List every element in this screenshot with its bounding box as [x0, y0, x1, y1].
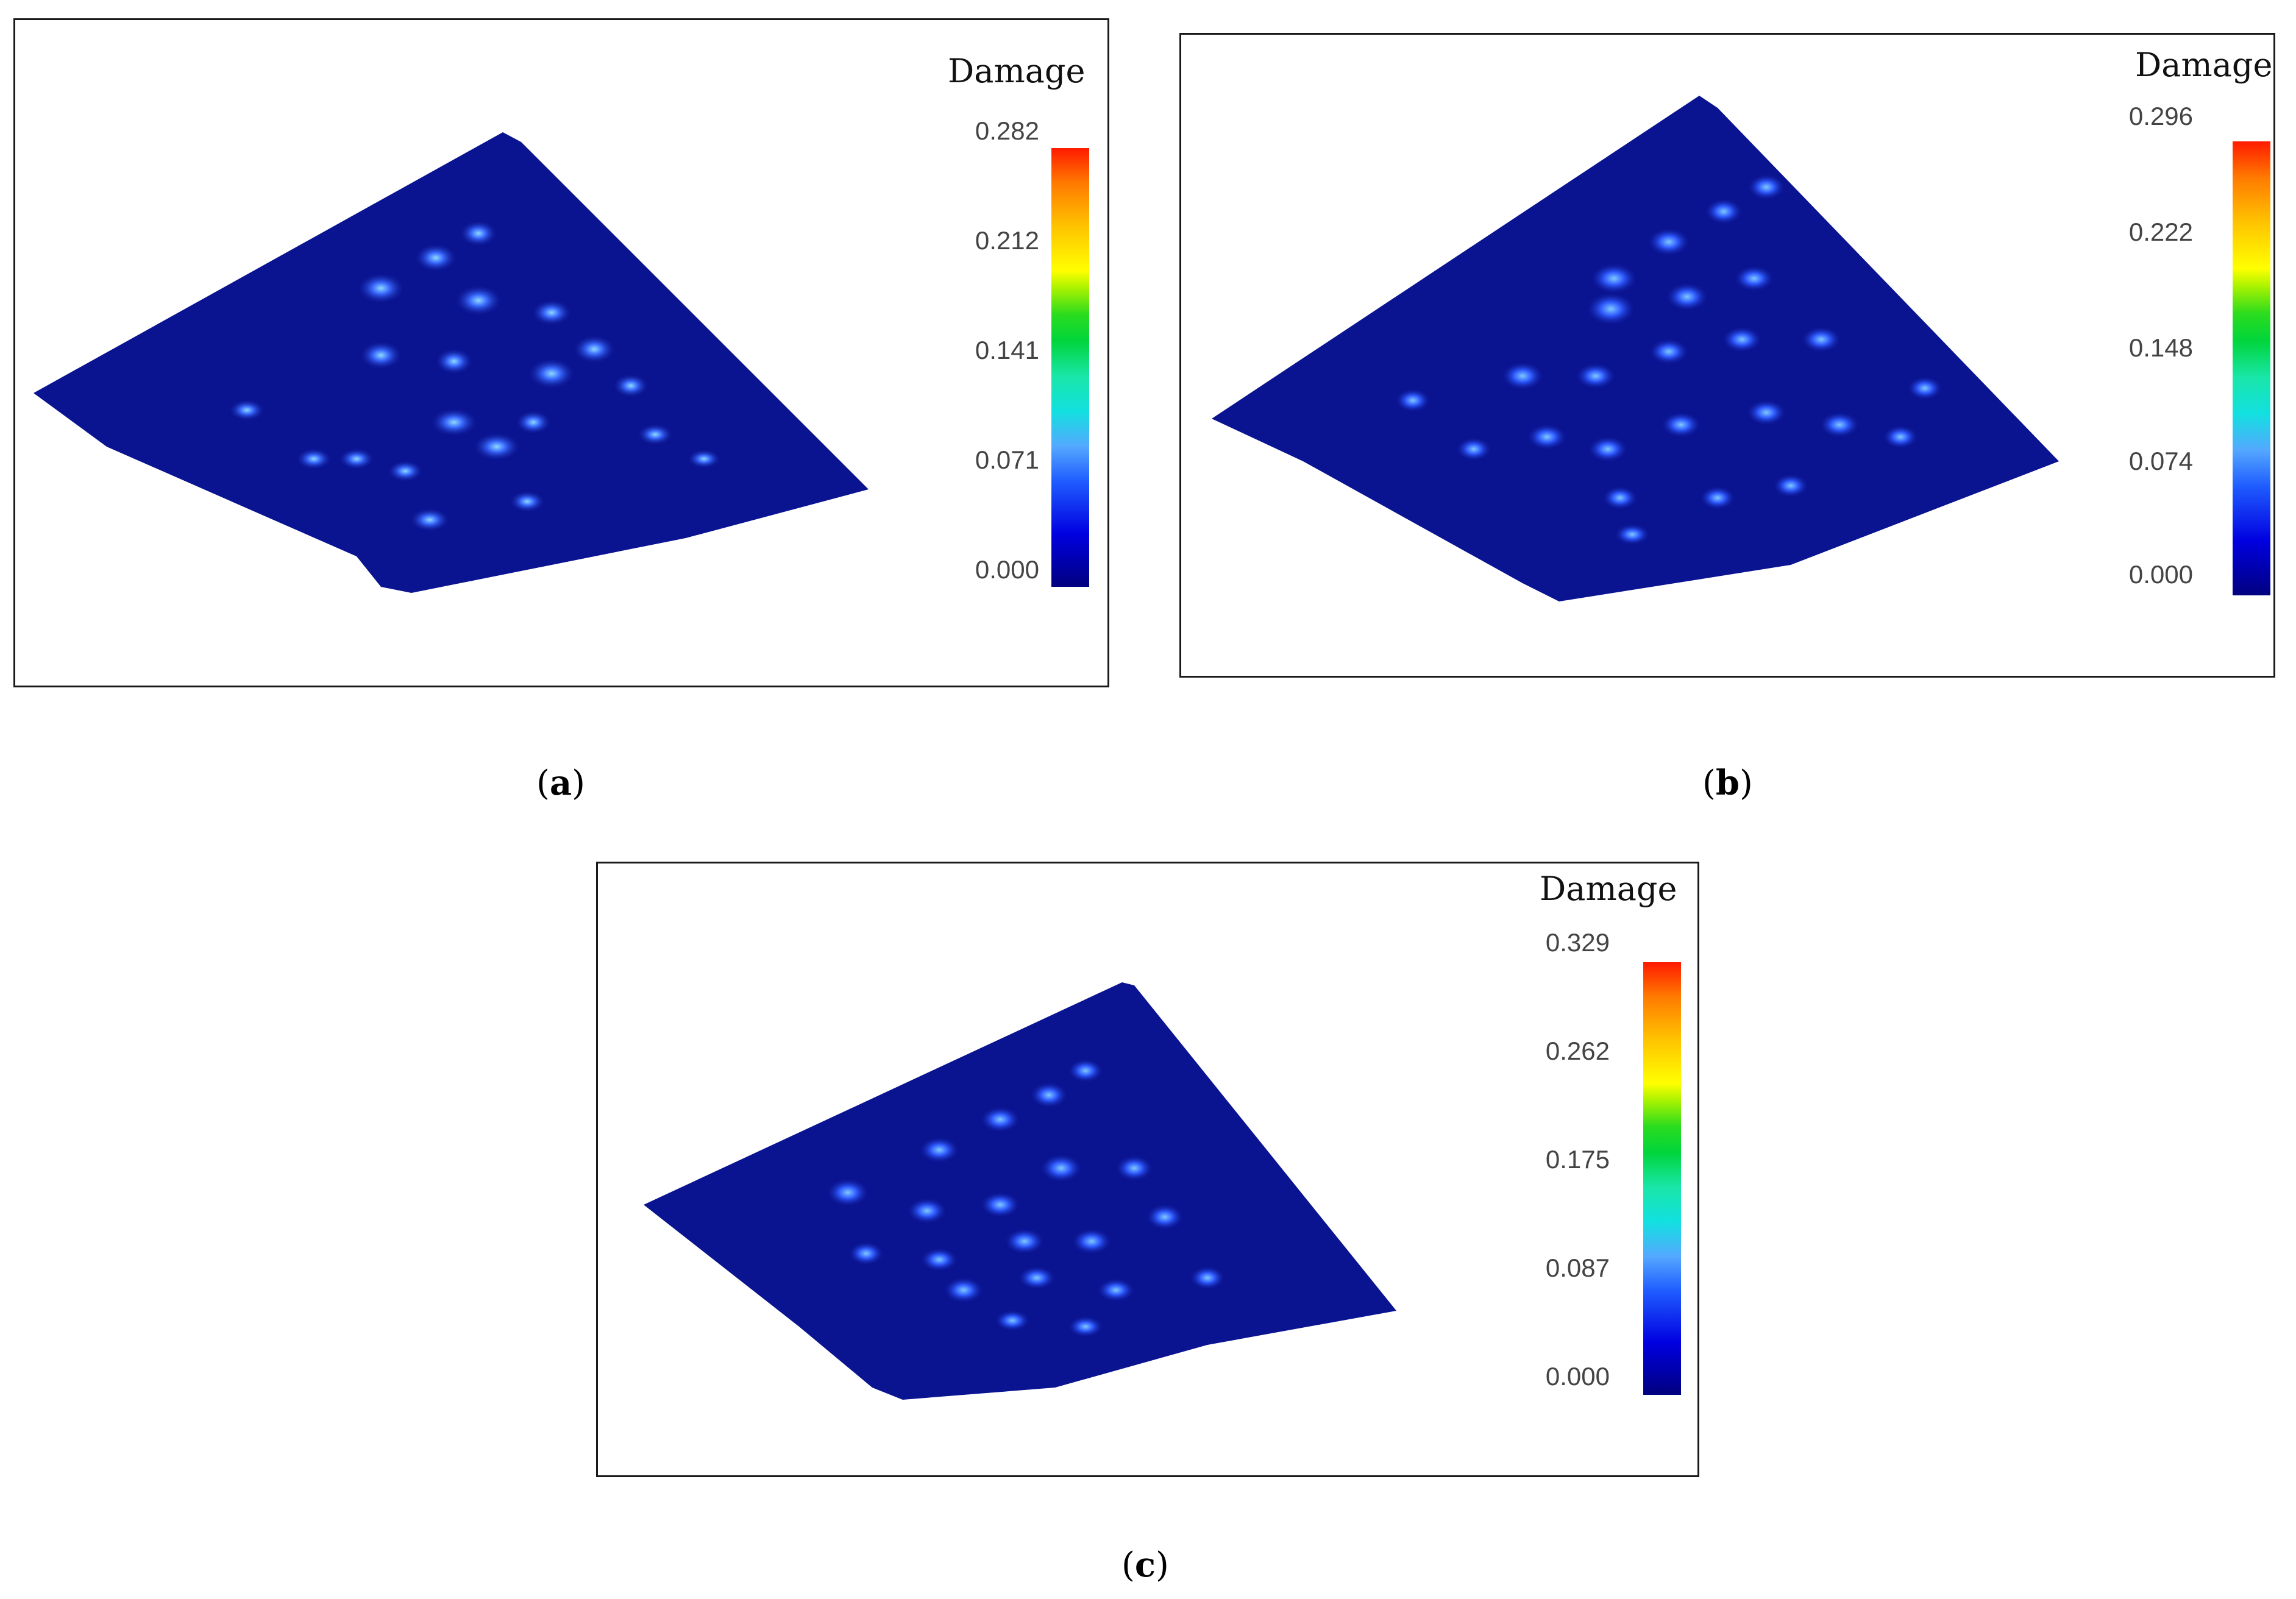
colorbar-tick: 0.212 [975, 226, 1039, 255]
legend-title: Damage [948, 52, 1086, 90]
panel-b: Damage 0.296 0.222 0.148 0.074 0.000 [1179, 33, 2275, 678]
damage-contour-plot-b [1212, 96, 2059, 601]
plate-surface [644, 982, 1396, 1400]
colorbar-tick: 0.141 [975, 336, 1039, 364]
colorbar [1643, 962, 1681, 1395]
colorbar-tick: 0.282 [975, 116, 1039, 145]
damage-contour-plot-a [34, 132, 869, 593]
colorbar-tick: 0.000 [2128, 560, 2193, 589]
plate-surface [1212, 96, 2059, 601]
colorbar-tick: 0.071 [975, 445, 1039, 474]
colorbar-tick: 0.087 [1545, 1253, 1610, 1282]
colorbar [1051, 148, 1089, 587]
colorbar [2233, 141, 2270, 595]
panel-a: Damage 0.282 0.212 0.141 0.071 0.000 [13, 18, 1109, 687]
hotspot-grid [1395, 174, 1943, 545]
caption-a: (a) [536, 763, 586, 803]
colorbar-tick: 0.296 [2128, 102, 2193, 130]
colorbar-tick: 0.175 [1545, 1145, 1610, 1174]
caption-c: (c) [1121, 1545, 1169, 1585]
hotspot-grid [826, 1058, 1226, 1338]
legend-title: Damage [1540, 870, 1677, 908]
colorbar-tick: 0.262 [1545, 1037, 1610, 1065]
colorbar-tick: 0.148 [2128, 333, 2193, 362]
panel-c: Damage 0.329 0.262 0.175 0.087 0.000 [596, 862, 1699, 1477]
hotspot-grid [229, 220, 721, 532]
legend-title: Damage [2135, 46, 2273, 84]
colorbar-tick: 0.000 [1545, 1362, 1610, 1391]
colorbar-tick: 0.222 [2128, 218, 2193, 246]
colorbar-tick: 0.329 [1545, 928, 1610, 957]
damage-contour-plot-c [644, 982, 1396, 1400]
colorbar-tick: 0.000 [975, 555, 1039, 584]
caption-b: (b) [1702, 763, 1753, 803]
colorbar-tick: 0.074 [2128, 447, 2193, 475]
